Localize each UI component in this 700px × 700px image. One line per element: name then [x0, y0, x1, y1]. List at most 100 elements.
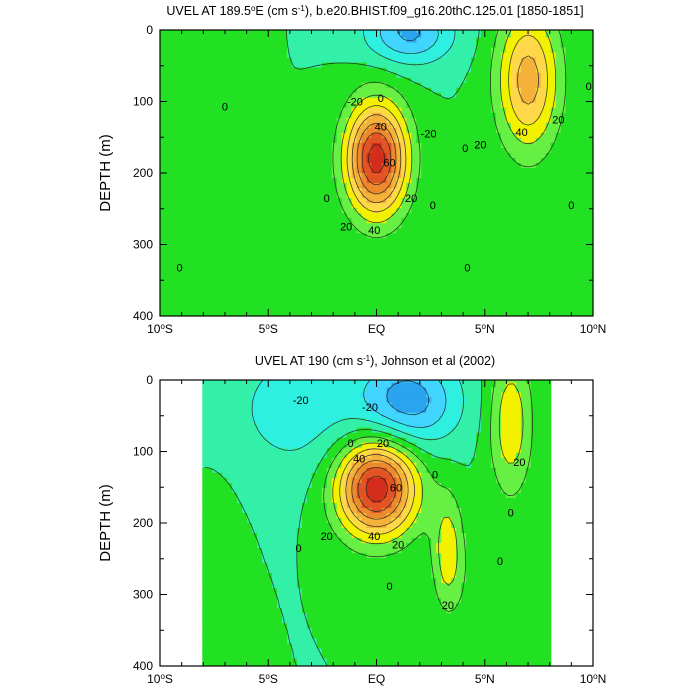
field-cell — [202, 30, 208, 34]
field-cell — [500, 218, 507, 224]
field-cell — [550, 208, 557, 214]
field-cell — [485, 288, 492, 295]
field-cell — [336, 238, 343, 244]
field-cell — [391, 127, 398, 134]
field-cell — [326, 77, 333, 84]
field-cell — [187, 112, 193, 119]
field-cell — [461, 188, 467, 194]
field-cell — [545, 238, 552, 244]
field-cell — [391, 298, 398, 305]
field-cell — [271, 147, 278, 154]
field-cell — [456, 228, 462, 234]
field-cell — [182, 152, 188, 159]
field-cell — [565, 278, 572, 284]
field-cell — [366, 72, 373, 79]
field-cell — [361, 273, 368, 279]
field-cell — [550, 253, 557, 259]
field-cell — [376, 137, 383, 144]
field-cell — [257, 87, 263, 94]
field-cell — [476, 208, 482, 214]
field-cell — [371, 203, 378, 209]
field-cell — [182, 243, 188, 249]
field-cell — [446, 102, 452, 109]
field-cell — [172, 102, 179, 109]
field-cell — [401, 273, 407, 279]
field-cell — [485, 183, 492, 189]
field-cell — [197, 152, 203, 159]
field-cell — [331, 213, 338, 219]
field-cell — [500, 208, 507, 214]
field-cell — [565, 173, 572, 179]
field-cell — [187, 142, 193, 149]
field-cell — [162, 233, 169, 239]
field-cell — [296, 72, 303, 79]
field-cell — [160, 273, 164, 279]
field-cell — [550, 288, 557, 295]
field-cell — [456, 72, 462, 79]
field-cell — [515, 288, 522, 295]
field-cell — [192, 47, 198, 54]
field-cell — [222, 173, 228, 179]
field-cell — [276, 47, 283, 54]
field-cell — [376, 283, 383, 290]
field-cell — [177, 137, 183, 144]
field-cell — [361, 47, 368, 54]
field-cell — [585, 42, 592, 49]
field-cell — [262, 278, 268, 284]
field-cell — [520, 248, 527, 254]
field-cell — [570, 198, 577, 204]
field-cell — [356, 52, 363, 59]
field-cell — [490, 188, 497, 194]
field-cell — [177, 87, 183, 94]
field-cell — [291, 298, 298, 305]
field-cell — [222, 263, 228, 269]
field-cell — [461, 268, 467, 274]
field-cell — [585, 122, 592, 129]
field-cell — [441, 278, 447, 284]
field-cell — [575, 203, 582, 209]
field-cell — [575, 268, 582, 274]
field-cell — [301, 188, 308, 194]
field-cell — [426, 62, 432, 69]
field-cell — [560, 293, 567, 300]
field-cell — [247, 97, 253, 104]
field-cell — [585, 258, 592, 264]
field-cell — [485, 228, 492, 234]
field-cell — [505, 112, 512, 119]
field-cell — [406, 62, 412, 69]
field-cell — [187, 167, 193, 174]
field-cell — [281, 303, 288, 310]
field-cell — [490, 122, 497, 129]
field-cell — [495, 102, 502, 109]
field-cell — [227, 167, 233, 174]
field-cell — [590, 147, 593, 154]
field-cell — [376, 253, 383, 259]
field-cell — [451, 273, 457, 279]
field-cell — [321, 30, 328, 34]
field-cell — [540, 223, 547, 229]
field-cell — [485, 162, 492, 169]
field-cell — [570, 137, 577, 144]
field-cell — [336, 77, 343, 84]
field-cell — [485, 137, 492, 144]
field-cell — [396, 288, 402, 295]
field-cell — [406, 188, 412, 194]
field-cell — [500, 263, 507, 269]
field-cell — [515, 47, 522, 54]
field-cell — [177, 303, 183, 310]
field-cell — [271, 97, 278, 104]
field-cell — [386, 173, 393, 179]
field-cell — [401, 178, 407, 184]
field-cell — [485, 188, 492, 194]
field-cell — [316, 37, 323, 44]
field-cell — [311, 57, 318, 64]
field-cell — [560, 162, 567, 169]
field-cell — [525, 102, 532, 109]
field-cell — [192, 97, 198, 104]
field-cell — [296, 268, 303, 274]
field-cell — [227, 213, 233, 219]
field-cell — [520, 67, 527, 74]
field-cell — [361, 112, 368, 119]
field-cell — [441, 208, 447, 214]
field-cell — [515, 117, 522, 124]
